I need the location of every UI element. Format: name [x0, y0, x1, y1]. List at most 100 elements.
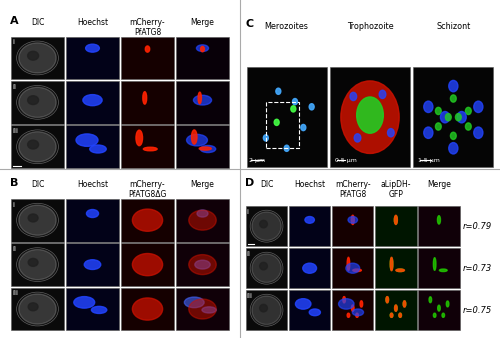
Ellipse shape — [434, 258, 436, 270]
Ellipse shape — [92, 306, 107, 313]
Ellipse shape — [338, 299, 354, 309]
Ellipse shape — [456, 114, 461, 121]
Bar — [121, 199, 174, 242]
Ellipse shape — [474, 127, 483, 139]
Text: Hoechst: Hoechst — [77, 180, 108, 189]
Bar — [176, 125, 229, 168]
Text: ii: ii — [12, 84, 16, 90]
Text: Merge: Merge — [427, 180, 451, 189]
Ellipse shape — [449, 80, 458, 92]
Ellipse shape — [301, 124, 306, 131]
Ellipse shape — [438, 216, 440, 224]
Ellipse shape — [192, 130, 197, 144]
Circle shape — [19, 205, 56, 235]
Text: 2 µm: 2 µm — [249, 158, 266, 163]
Ellipse shape — [83, 95, 102, 106]
Bar — [418, 290, 460, 331]
Text: Merozoites: Merozoites — [264, 22, 308, 31]
Ellipse shape — [284, 145, 289, 151]
Ellipse shape — [195, 260, 210, 269]
Bar — [176, 288, 229, 330]
Bar — [66, 37, 119, 79]
Ellipse shape — [84, 260, 101, 269]
Ellipse shape — [450, 95, 456, 102]
Bar — [11, 81, 64, 124]
Ellipse shape — [296, 299, 311, 309]
Bar — [246, 67, 326, 167]
Text: ii: ii — [246, 250, 250, 257]
Bar — [121, 288, 174, 330]
Bar — [176, 37, 229, 79]
Circle shape — [28, 96, 38, 104]
Bar — [66, 125, 119, 168]
Ellipse shape — [352, 309, 364, 316]
Bar — [332, 290, 374, 331]
Bar — [11, 243, 64, 286]
Text: mCherry-
PfATG8ΔG: mCherry- PfATG8ΔG — [128, 180, 166, 199]
Bar — [66, 81, 119, 124]
Bar — [375, 290, 416, 331]
Bar — [11, 199, 64, 242]
Bar — [246, 206, 287, 246]
Bar — [176, 199, 229, 242]
Ellipse shape — [390, 257, 393, 271]
Bar — [414, 67, 494, 167]
Ellipse shape — [198, 92, 202, 104]
Text: aLipDH-
GFP: aLipDH- GFP — [380, 180, 411, 199]
Ellipse shape — [403, 301, 406, 307]
Circle shape — [28, 214, 38, 222]
Bar — [246, 248, 287, 288]
Text: mCherry-
PfATG8: mCherry- PfATG8 — [335, 180, 370, 199]
Circle shape — [252, 296, 281, 324]
Ellipse shape — [379, 90, 386, 98]
Text: Hoechst: Hoechst — [294, 180, 325, 189]
Circle shape — [19, 294, 56, 324]
Text: r=0.75: r=0.75 — [462, 306, 492, 315]
Ellipse shape — [189, 255, 216, 274]
Circle shape — [28, 303, 38, 311]
Bar — [176, 243, 229, 286]
Bar — [121, 125, 174, 168]
Ellipse shape — [189, 299, 216, 319]
Text: D: D — [245, 178, 254, 188]
Bar — [121, 243, 174, 286]
Text: Merge: Merge — [190, 180, 214, 189]
Bar — [330, 67, 410, 167]
Text: Trophozoite: Trophozoite — [346, 22, 394, 31]
Bar — [246, 290, 287, 331]
Bar — [266, 102, 299, 148]
Text: iii: iii — [12, 290, 18, 296]
Ellipse shape — [424, 101, 433, 113]
Ellipse shape — [346, 263, 360, 273]
Ellipse shape — [434, 313, 436, 317]
Ellipse shape — [186, 134, 208, 146]
Bar — [121, 81, 174, 124]
Ellipse shape — [143, 92, 146, 104]
Bar — [332, 248, 374, 288]
Ellipse shape — [356, 313, 358, 317]
Ellipse shape — [450, 132, 456, 140]
Circle shape — [19, 43, 56, 73]
Ellipse shape — [200, 46, 204, 52]
Text: 1.5 µm: 1.5 µm — [418, 158, 440, 163]
Circle shape — [19, 132, 56, 162]
Text: DIC: DIC — [31, 18, 44, 27]
Circle shape — [28, 258, 38, 266]
Text: C: C — [245, 19, 253, 29]
Ellipse shape — [394, 305, 397, 311]
Circle shape — [260, 304, 268, 312]
Ellipse shape — [184, 297, 204, 308]
Ellipse shape — [440, 112, 450, 123]
Ellipse shape — [449, 143, 458, 154]
Ellipse shape — [353, 269, 362, 271]
Bar — [289, 290, 331, 331]
Ellipse shape — [305, 217, 314, 223]
Ellipse shape — [399, 313, 402, 317]
Ellipse shape — [386, 297, 388, 303]
Ellipse shape — [276, 88, 281, 94]
Ellipse shape — [309, 104, 314, 110]
Bar — [418, 206, 460, 246]
Ellipse shape — [197, 210, 208, 217]
Ellipse shape — [347, 257, 350, 271]
Text: iii: iii — [246, 293, 252, 298]
